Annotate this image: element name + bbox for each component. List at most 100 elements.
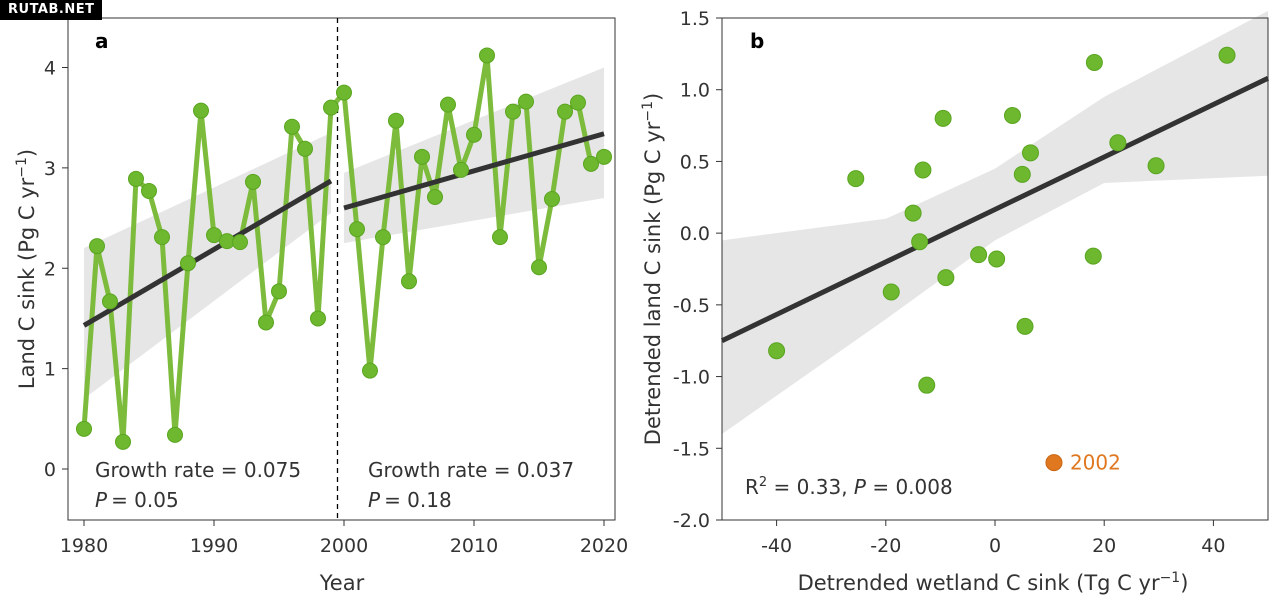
trend-lines bbox=[82, 131, 605, 328]
data-point bbox=[362, 362, 378, 379]
y-axis-label: Detrended land C sink (Pg C yr−1) bbox=[640, 93, 665, 445]
data-point bbox=[882, 283, 900, 301]
data-point bbox=[89, 238, 105, 255]
data-point bbox=[492, 229, 508, 246]
x-tick-label: 20 bbox=[1092, 535, 1116, 557]
data-points bbox=[76, 47, 612, 450]
data-point bbox=[531, 259, 547, 276]
y-tick-label: 1 bbox=[44, 359, 56, 381]
data-point bbox=[518, 93, 534, 110]
data-point bbox=[297, 140, 313, 157]
data-point bbox=[167, 426, 183, 443]
growth-annotation-2: Growth rate = 0.037 bbox=[368, 458, 574, 482]
data-point bbox=[193, 102, 209, 119]
data-point bbox=[1218, 46, 1236, 64]
data-point bbox=[596, 148, 612, 165]
confidence-band-1 bbox=[84, 132, 331, 399]
y-tick-label: -1.5 bbox=[673, 438, 710, 460]
data-point bbox=[1109, 134, 1127, 152]
x-axis-label: Year bbox=[319, 571, 365, 595]
data-point bbox=[904, 204, 922, 222]
y-tick-label: -1.0 bbox=[673, 367, 710, 389]
land-sink-line bbox=[81, 52, 606, 445]
data-point bbox=[1016, 317, 1034, 335]
data-point bbox=[232, 234, 248, 251]
data-point bbox=[934, 109, 952, 127]
data-point bbox=[466, 126, 482, 143]
data-point bbox=[557, 103, 573, 120]
y-tick-label: 0.0 bbox=[680, 223, 710, 245]
panel-a: a 1980 1990 2000 2010 2020 0 1 2 3 4 Year Land C… bbox=[14, 17, 628, 595]
y-tick-label: 0 bbox=[44, 459, 56, 481]
regression-line bbox=[720, 75, 1270, 343]
y-tick-label: 4 bbox=[44, 58, 56, 80]
highlight-label-2002: 2002 bbox=[1070, 451, 1121, 475]
x-axis-ticks: 1980 1990 2000 2010 2020 bbox=[60, 520, 628, 557]
data-point bbox=[914, 161, 932, 179]
data-point bbox=[970, 246, 988, 264]
series-line bbox=[81, 52, 606, 445]
data-point bbox=[544, 190, 560, 207]
x-tick-label: -40 bbox=[761, 535, 792, 557]
x-tick-label: 40 bbox=[1201, 535, 1225, 557]
data-point bbox=[427, 188, 443, 205]
data-point bbox=[401, 273, 417, 290]
data-point bbox=[505, 103, 521, 120]
y-axis-ticks: 0 1 2 3 4 bbox=[44, 58, 68, 481]
y-tick-label: 0.5 bbox=[680, 151, 710, 173]
data-point bbox=[988, 250, 1006, 268]
p-annotation-1: P = 0.05 bbox=[95, 488, 179, 512]
data-point bbox=[258, 314, 274, 331]
data-point bbox=[768, 342, 786, 360]
y-axis-ticks: -2.0 -1.5 -1.0 -0.5 0.0 0.5 1.0 1.5 bbox=[673, 8, 722, 532]
data-point bbox=[141, 182, 157, 199]
data-point bbox=[1021, 144, 1039, 162]
data-point bbox=[76, 420, 92, 437]
data-point bbox=[349, 221, 365, 238]
data-point bbox=[583, 155, 599, 172]
watermark-badge: RUTAB.NET bbox=[0, 0, 103, 20]
ci-band-shape bbox=[722, 10, 1268, 434]
confidence-band-2 bbox=[344, 67, 604, 244]
data-point bbox=[1084, 247, 1102, 265]
growth-annotation-1: Growth rate = 0.075 bbox=[95, 458, 301, 482]
y-tick-label: 2 bbox=[44, 258, 56, 280]
trend-line-2 bbox=[343, 131, 605, 211]
data-point bbox=[414, 148, 430, 165]
data-point bbox=[1013, 165, 1031, 183]
x-tick-label: 0 bbox=[989, 535, 1001, 557]
confidence-band bbox=[722, 10, 1268, 434]
x-tick-label: 2000 bbox=[320, 535, 368, 557]
data-point bbox=[937, 269, 955, 287]
data-point bbox=[154, 229, 170, 246]
data-point bbox=[453, 161, 469, 178]
r2-annotation: R2 = 0.33, P = 0.008 bbox=[745, 475, 953, 499]
panel-label-a: a bbox=[95, 29, 109, 53]
data-point bbox=[1085, 53, 1103, 71]
y-tick-label: 1.5 bbox=[680, 8, 710, 30]
plot-frame-a bbox=[67, 17, 616, 521]
data-point bbox=[336, 84, 352, 101]
y-axis-label: Land C sink (Pg C yr−1) bbox=[14, 149, 39, 389]
highlight-point-2002 bbox=[1045, 454, 1063, 472]
data-point bbox=[847, 170, 865, 188]
data-point bbox=[323, 99, 339, 116]
data-point bbox=[310, 310, 326, 327]
data-point bbox=[115, 433, 131, 450]
x-axis-ticks: -40 -20 0 20 40 bbox=[761, 520, 1225, 557]
x-tick-label: 2010 bbox=[450, 535, 498, 557]
data-point bbox=[1003, 107, 1021, 125]
x-tick-label: 1980 bbox=[60, 535, 108, 557]
data-point bbox=[128, 170, 144, 187]
data-point bbox=[440, 96, 456, 113]
y-tick-label: 3 bbox=[44, 158, 56, 180]
data-point bbox=[479, 47, 495, 64]
data-point bbox=[570, 94, 586, 111]
data-point bbox=[206, 227, 222, 244]
x-tick-label: 2020 bbox=[580, 535, 628, 557]
data-points bbox=[768, 46, 1236, 472]
data-point bbox=[911, 233, 929, 251]
x-tick-label: -20 bbox=[870, 535, 901, 557]
trend-line-1 bbox=[82, 178, 333, 328]
